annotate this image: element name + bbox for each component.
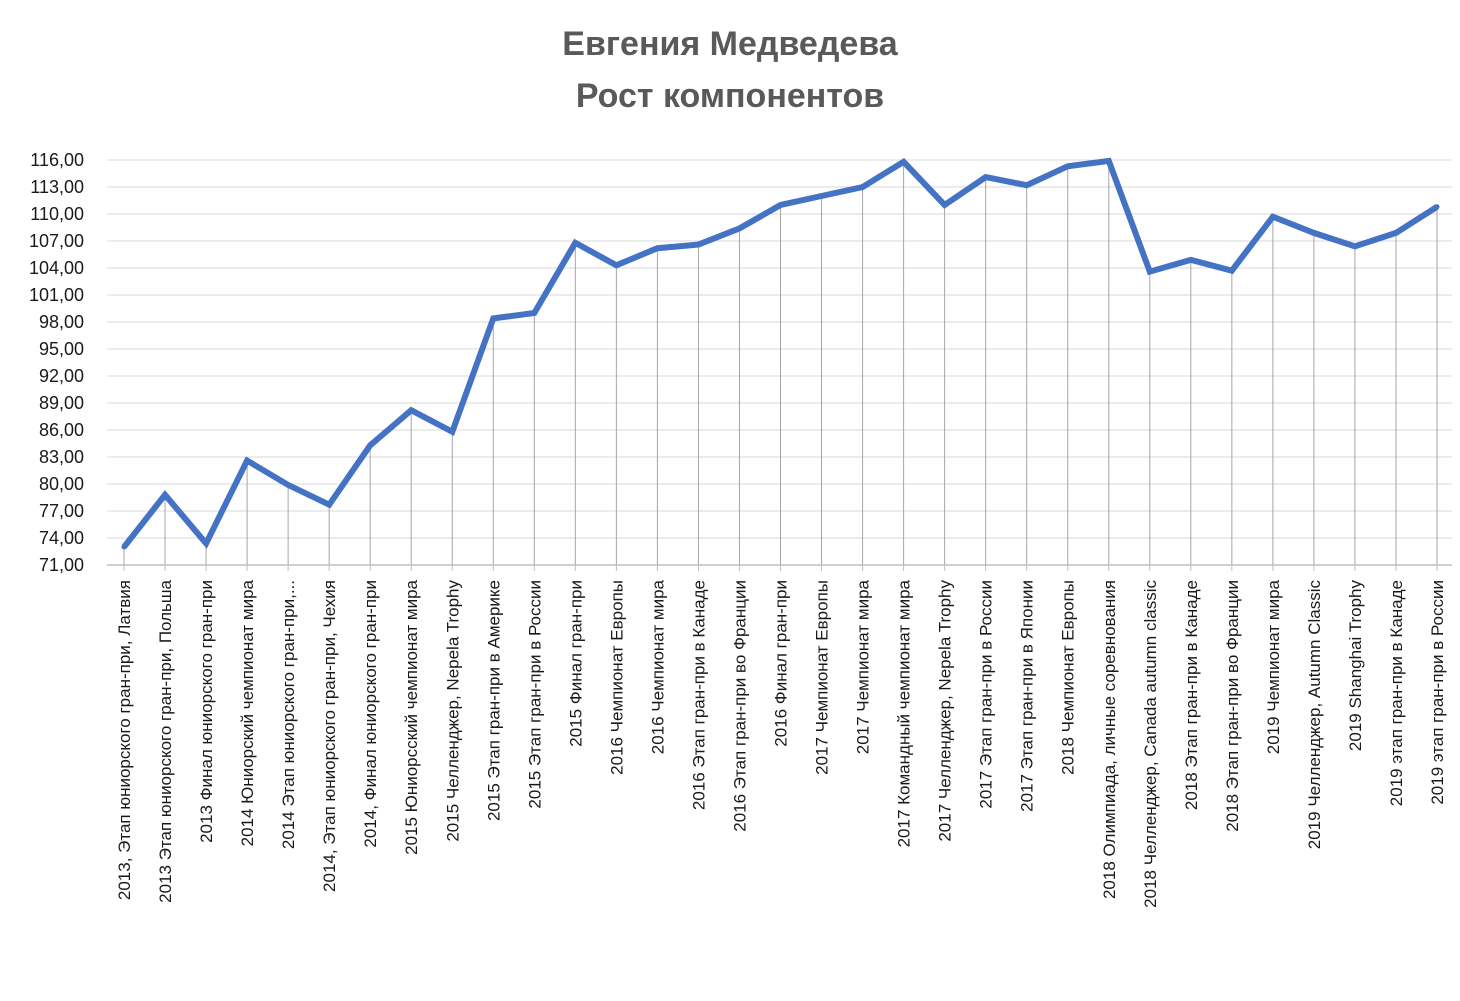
data-point [942,202,948,208]
data-point [654,245,660,251]
x-tick-label: 2016 Этап гран-при в Канаде [689,580,708,810]
y-tick-label: 86,00 [39,420,84,440]
gridlines [107,159,1452,539]
data-point [162,492,168,498]
y-tick-labels: 71,00 74,00 77,00 80,00 83,00 86,00 89,00 92,00… [29,150,84,575]
data-point [613,262,619,268]
data-point [1270,214,1276,220]
x-tick-label: 2015 Финал гран-при [566,580,585,747]
y-tick-label: 92,00 [39,366,84,386]
data-point [983,174,989,180]
y-tick-label: 101,00 [29,285,84,305]
x-tick-label: 2017 Этап гран-при в России [977,580,996,809]
y-tick-label: 107,00 [29,231,84,251]
x-tick-label: 2015 Юниорсский чемпионат мира [402,579,421,854]
x-tick-label: 2018 Олимпиада, личные соревнования [1100,580,1119,899]
data-point [1352,243,1358,249]
x-tick-label: 2014, Этап юниорского гран-при, Чехия [320,580,339,892]
data-point [1434,204,1440,210]
data-point [1188,257,1194,263]
x-tick-label: 2013, Этап юниорского гран-при, Латвия [115,580,134,900]
y-tick-label: 74,00 [39,528,84,548]
y-tick-label: 104,00 [29,258,84,278]
data-point [367,442,373,448]
data-point [531,310,537,316]
x-tick-label: 2019 Чемпионат мира [1264,579,1283,754]
x-tick-label: 2019 Челленджер, Autumn Classic [1305,580,1324,850]
x-tick-label: 2014, Финал юниорского гран-при [361,580,380,848]
x-tick-label: 2013 Финал юниорского гран-при [197,580,216,843]
series-layer [121,157,1440,550]
x-tick-label: 2017 Чемпионат Европы [813,580,832,775]
x-tick-label: 2017 Командный чемпионат мира [895,579,914,847]
x-tick-label: 2016 Чемпионат Европы [607,580,626,775]
x-tick-label: 2015 Этап гран-при в России [525,580,544,809]
y-tick-label: 83,00 [39,447,84,467]
x-tick-label: 2016 Этап гран-при во Франции [730,580,749,832]
x-tick-label: 2016 Финал гран-при [772,580,791,747]
data-point [572,240,578,246]
x-tick-label: 2018 Челленджер, Canada autumn classic [1141,580,1160,908]
data-point [244,458,250,464]
data-point [1065,163,1071,169]
x-tick-label: 2018 Чемпионат Европы [1059,580,1078,775]
x-tick-label: 2013 Этап юниорского гран-при, Польша [156,579,175,902]
x-tick-label: 2015 Челленджер, Nepela Trophy [443,580,462,842]
x-tick-label: 2014 Юниорский чемпионат мира [238,579,257,846]
data-point [1024,182,1030,188]
data-point [819,193,825,199]
data-point [695,242,701,248]
data-point [736,225,742,231]
data-point [203,540,209,546]
x-tick-label: 2018 Этап гран-при в Канаде [1182,580,1201,810]
x-tick-label: 2016 Чемпионат мира [648,579,667,754]
data-point [1229,268,1235,274]
y-tick-label: 80,00 [39,474,84,494]
y-tick-label: 89,00 [39,393,84,413]
drop-lines [123,160,1438,565]
y-tick-label: 77,00 [39,501,84,521]
data-point [408,407,414,413]
x-tick-label: 2014 Этап юниорского гран-при,... [279,580,298,849]
y-tick-label: 116,00 [30,150,84,170]
data-point [1393,230,1399,236]
data-point [1106,158,1112,164]
y-tick-label: 110,00 [30,204,84,224]
y-tick-label: 95,00 [39,339,84,359]
data-point [860,184,866,190]
x-tick-label: 2017 Этап гран-при в Японии [1018,580,1037,812]
x-tick-label: 2017 Чемпионат мира [854,579,873,754]
x-tick-label: 2015 Этап гран-при в Америке [484,580,503,821]
chart-title-block: Евгения Медведева Рост компонентов [0,18,1460,122]
y-tick-label: 113,00 [30,177,84,197]
x-tick-label: 2018 Этап гран-при во Франции [1223,580,1242,832]
data-point [901,159,907,165]
data-point [449,429,455,435]
x-tick-label: 2017 Челленджер, Nepela Trophy [936,580,955,842]
data-point [490,315,496,321]
data-point [1147,269,1153,275]
data-point [326,502,332,508]
chart-subtitle: Рост компонентов [575,77,885,115]
x-tick-label: 2019 этап гран-при в Канаде [1387,580,1406,806]
data-point [121,544,127,550]
x-tick-label: 2019 Shanghai Trophy [1346,580,1365,752]
chart-title: Евгения Медведева [562,25,898,63]
data-point [1311,230,1317,236]
data-point [778,202,783,208]
y-tick-label: 98,00 [39,312,84,332]
x-tick-labels: 2013, Этап юниорского гран-при, Латвия 20… [115,579,1447,907]
x-tick-label: 2019 этап гран-при в России [1428,580,1447,805]
y-tick-label: 71,00 [39,555,84,575]
data-point [285,482,291,488]
axes [107,564,1452,571]
